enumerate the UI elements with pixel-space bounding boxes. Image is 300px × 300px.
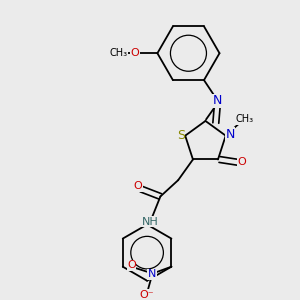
Text: CH₃: CH₃ bbox=[110, 48, 128, 58]
Text: N: N bbox=[226, 128, 235, 141]
Text: N: N bbox=[148, 269, 156, 279]
Text: NH: NH bbox=[142, 217, 158, 226]
Text: N: N bbox=[213, 94, 222, 107]
Text: O: O bbox=[127, 260, 136, 270]
Text: S: S bbox=[177, 129, 185, 142]
Text: O⁻: O⁻ bbox=[139, 290, 154, 300]
Text: O: O bbox=[134, 181, 142, 191]
Text: CH₃: CH₃ bbox=[236, 114, 254, 124]
Text: O: O bbox=[237, 158, 246, 167]
Text: O: O bbox=[131, 48, 140, 58]
